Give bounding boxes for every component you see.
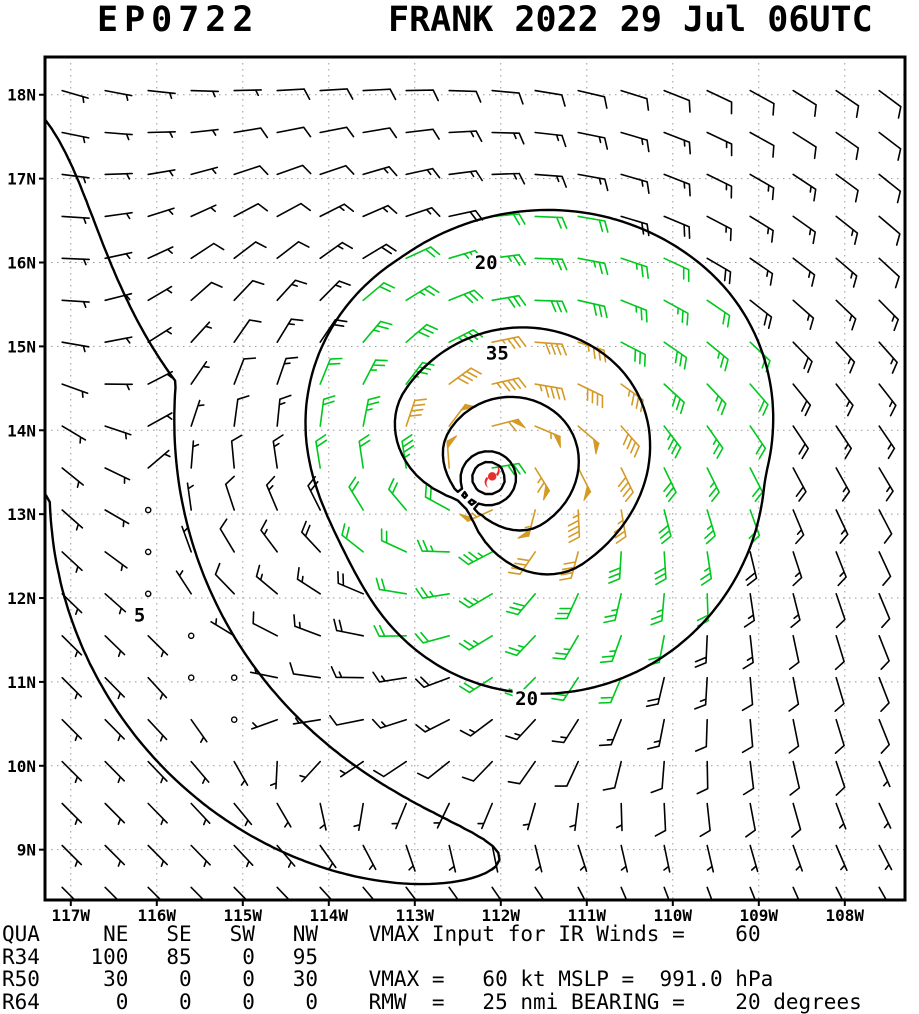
contour-5kt [46,119,501,886]
lat-tick-label: 11N [7,673,36,692]
contour-label-box [131,605,149,625]
lon-tick-label: 112W [482,906,521,925]
lon-tick-label: 111W [568,906,607,925]
lat-tick-label: 15N [7,337,36,356]
lat-tick-label: 9N [17,841,36,860]
contour-label: 20 [475,252,498,274]
lat-tick-label: 12N [7,589,36,608]
lat-tick-label: 18N [7,86,36,105]
plot-frame [43,55,907,902]
contour-label-box [472,253,501,273]
info-line-r34: R34 100 85 0 95 [2,944,319,969]
lat-tick-label: 14N [7,421,36,440]
lat-tick-label: 10N [7,757,36,776]
lon-tick-label: 115W [224,906,263,925]
info-line-r64: R64 0 0 0 0 RMW = 25 nmi BEARING = 20 de… [2,989,862,1014]
axis-layer: 117W 116W 115W 114W 113W 112W 111W 110W 109W 108W… [7,55,907,925]
storm-info-block: QUA NE SE SW NW VMAX Input for IR Winds … [2,923,862,1013]
storm-name-date-title: FRANK 2022 29 Jul 06UTC [388,0,873,40]
contour-35kt [393,326,652,576]
lat-tick-label: 16N [7,254,36,273]
contour-50kt [441,395,580,532]
contour-20kt [304,208,775,695]
contour-label-box [483,343,512,363]
grid-layer [45,57,905,900]
lat-tick-label: 17N [7,170,36,189]
lon-tick-label: 110W [654,906,693,925]
lon-tick-label: 114W [310,906,349,925]
contour-label: 35 [486,343,509,365]
wind-barbs-layer [61,88,902,899]
contours-layer [46,119,775,886]
contour-label-box [512,689,541,709]
hurricane-icon [484,464,500,488]
lon-tick-label: 108W [826,906,865,925]
storm-id-title: EP0722 [97,0,260,40]
contour-label: 5 [134,604,145,626]
contour-label: 20 [515,688,538,710]
lat-tick-label: 13N [7,505,36,524]
lon-tick-label: 113W [396,906,435,925]
lon-tick-label: 117W [52,906,91,925]
contour-labels-layer: 20 35 20 5 [131,252,541,710]
lon-tick-label: 116W [138,906,177,925]
info-line-r50: R50 30 0 0 30 VMAX = 60 kt MSLP = 991.0 … [2,967,774,991]
info-line-quadrants: QUA NE SE SW NW VMAX Input for IR Winds … [2,922,761,946]
lon-tick-label: 109W [740,906,779,925]
